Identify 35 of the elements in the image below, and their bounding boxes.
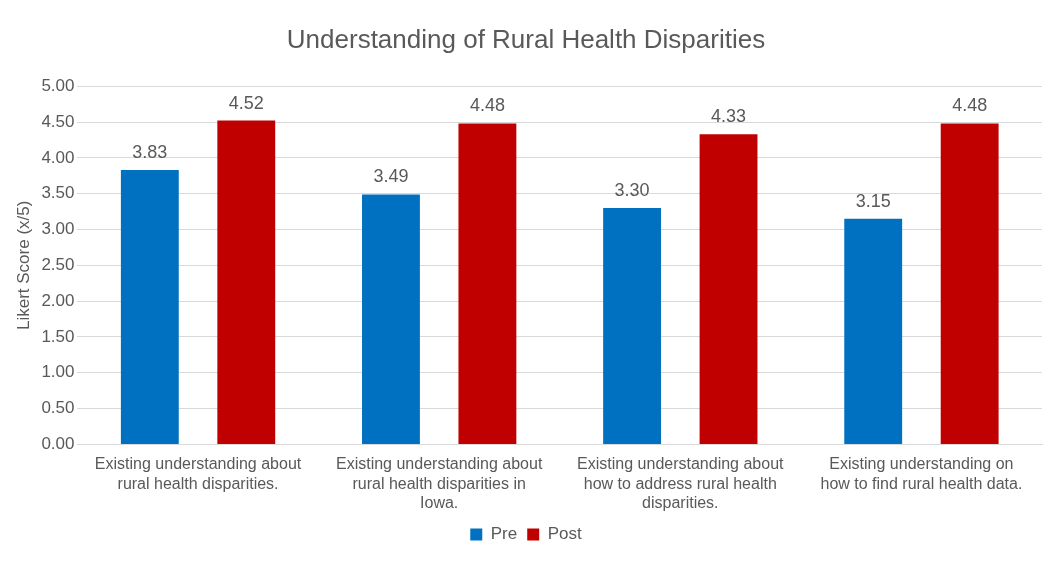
bar	[940, 123, 999, 444]
y-tick-label: 2.50	[41, 254, 75, 274]
legend-label: Post	[547, 524, 583, 544]
bar	[844, 218, 903, 444]
data-label: 3.15	[855, 190, 891, 211]
data-label: 4.48	[469, 95, 505, 116]
x-tick-label: Existing understanding on how to find rural health data.	[820, 455, 1023, 492]
bar	[603, 207, 662, 444]
data-label: 3.49	[373, 166, 409, 187]
y-tick-label: 1.00	[41, 362, 75, 382]
y-tick-label: 4.00	[41, 147, 75, 167]
data-label: 4.48	[952, 95, 988, 116]
y-tick-label: 5.00	[41, 75, 75, 95]
y-tick-label: 3.00	[41, 219, 75, 239]
bar	[362, 194, 420, 444]
bar	[699, 134, 758, 444]
data-label: 3.83	[132, 141, 168, 162]
x-tick-label: Existing understanding about rural health disparities.	[94, 455, 302, 492]
bar	[458, 123, 517, 444]
y-tick-label: 1.50	[41, 326, 75, 346]
y-tick-label: 2.00	[41, 290, 75, 310]
y-tick-label: 4.50	[41, 111, 75, 131]
x-tick-label: Existing understanding about rural health disparities in Iowa.	[335, 455, 543, 511]
y-tick-label: 0.50	[41, 398, 75, 418]
bar	[217, 120, 276, 444]
data-label: 3.30	[614, 179, 650, 200]
data-label: 4.52	[228, 92, 264, 113]
y-tick-label: 3.50	[41, 183, 75, 203]
legend-label: Pre	[490, 524, 518, 544]
bar	[120, 170, 179, 444]
x-tick-label: Existing understanding about how to address rural health disparities.	[577, 455, 785, 511]
data-label: 4.33	[711, 106, 747, 127]
y-tick-label: 0.00	[41, 434, 75, 454]
chart-title: Understanding of Rural Health Disparities	[286, 23, 766, 54]
y-axis-title: Likert Score (x/5)	[13, 200, 33, 331]
